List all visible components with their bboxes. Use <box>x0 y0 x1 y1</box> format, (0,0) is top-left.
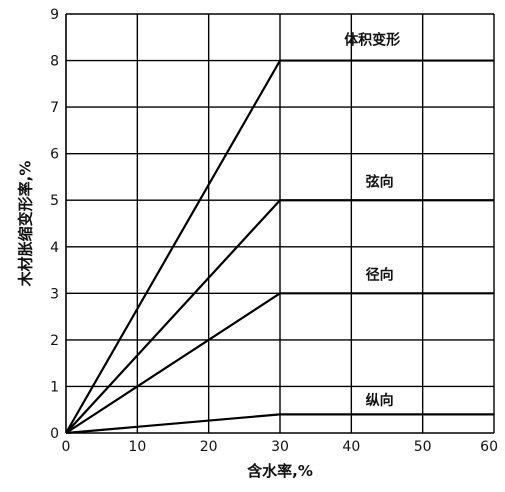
tick-labels: 0 1 2 3 4 5 6 7 8 9 0 10 20 30 40 50 60 <box>50 7 498 455</box>
series-line <box>65 413 494 435</box>
series-label: 径向 <box>366 266 394 283</box>
y-axis-title: 木材胀缩变形率,% <box>17 161 35 288</box>
y-tick-label: 7 <box>50 100 59 116</box>
axes <box>65 14 494 434</box>
series-label: 弦向 <box>366 173 394 190</box>
y-tick-label: 0 <box>50 426 59 442</box>
y-tick-label: 6 <box>50 147 59 163</box>
series-line <box>65 199 494 434</box>
y-tick-label: 2 <box>50 333 59 349</box>
y-tick-label: 4 <box>50 240 59 256</box>
series-label: 纵向 <box>366 392 394 409</box>
series-line <box>65 59 494 434</box>
series-label: 体积变形 <box>344 31 400 48</box>
series-lines <box>65 59 494 435</box>
grid <box>66 13 495 433</box>
x-tick-label: 20 <box>200 439 218 455</box>
x-tick-label: 40 <box>342 439 360 455</box>
x-tick-label: 30 <box>271 439 289 455</box>
x-tick-label: 10 <box>128 439 146 455</box>
x-tick-label: 0 <box>62 439 71 455</box>
y-tick-label: 8 <box>50 54 59 70</box>
y-tick-label: 9 <box>50 7 59 23</box>
y-tick-label: 1 <box>50 379 59 395</box>
x-axis-title: 含水率,% <box>247 462 313 480</box>
x-tick-label: 50 <box>414 439 432 455</box>
series-line <box>65 292 494 434</box>
y-tick-label: 3 <box>50 286 59 302</box>
x-tick-label: 60 <box>480 439 498 455</box>
y-tick-label: 5 <box>50 193 59 209</box>
